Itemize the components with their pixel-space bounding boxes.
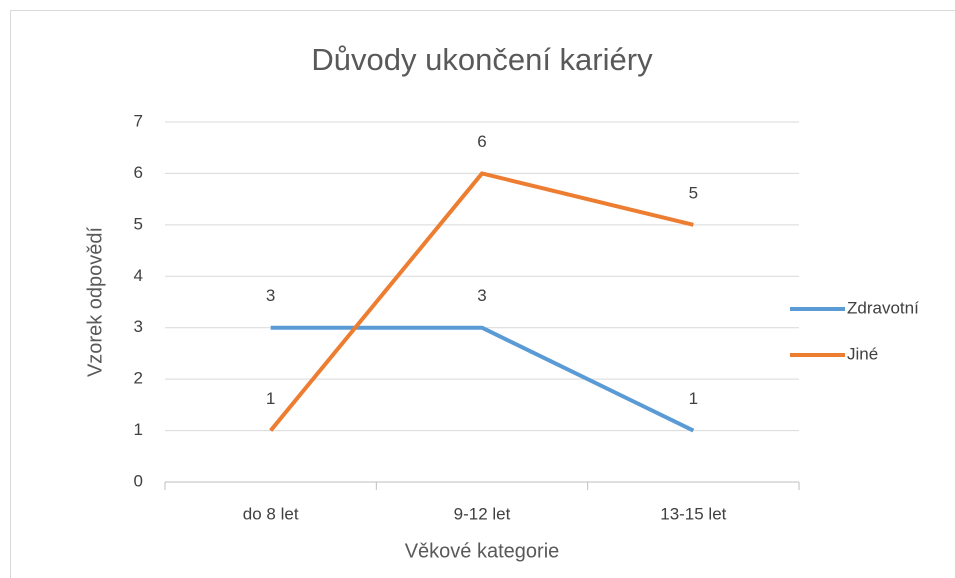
y-tick-label: 0 — [134, 471, 143, 490]
data-label: 1 — [266, 389, 275, 408]
y-tick-label: 6 — [134, 163, 143, 182]
data-label: 3 — [266, 286, 275, 305]
x-tick-label: do 8 let — [243, 504, 299, 523]
y-tick-label: 2 — [134, 369, 143, 388]
y-tick-label: 3 — [134, 317, 143, 336]
data-label: 3 — [477, 286, 486, 305]
data-label: 1 — [689, 389, 698, 408]
legend-label: Jiné — [847, 344, 878, 363]
data-label: 6 — [477, 132, 486, 151]
series-line — [269, 171, 694, 432]
x-tick-label: 9-12 let — [454, 504, 511, 523]
y-axis-label: Vzorek odpovědí — [84, 227, 106, 378]
chart-title: Důvody ukončení kariéry — [311, 42, 653, 77]
legend-label: Zdravotní — [847, 298, 919, 317]
series-line — [270, 325, 695, 433]
y-tick-label: 7 — [134, 111, 143, 130]
x-tick-label: 13-15 let — [660, 504, 726, 523]
x-axis-label: Věkové kategorie — [405, 540, 560, 562]
chart-frame — [10, 10, 955, 578]
y-tick-label: 5 — [134, 214, 143, 233]
y-tick-label: 1 — [134, 420, 143, 439]
y-tick-label: 4 — [134, 266, 143, 285]
data-label: 5 — [689, 183, 698, 202]
